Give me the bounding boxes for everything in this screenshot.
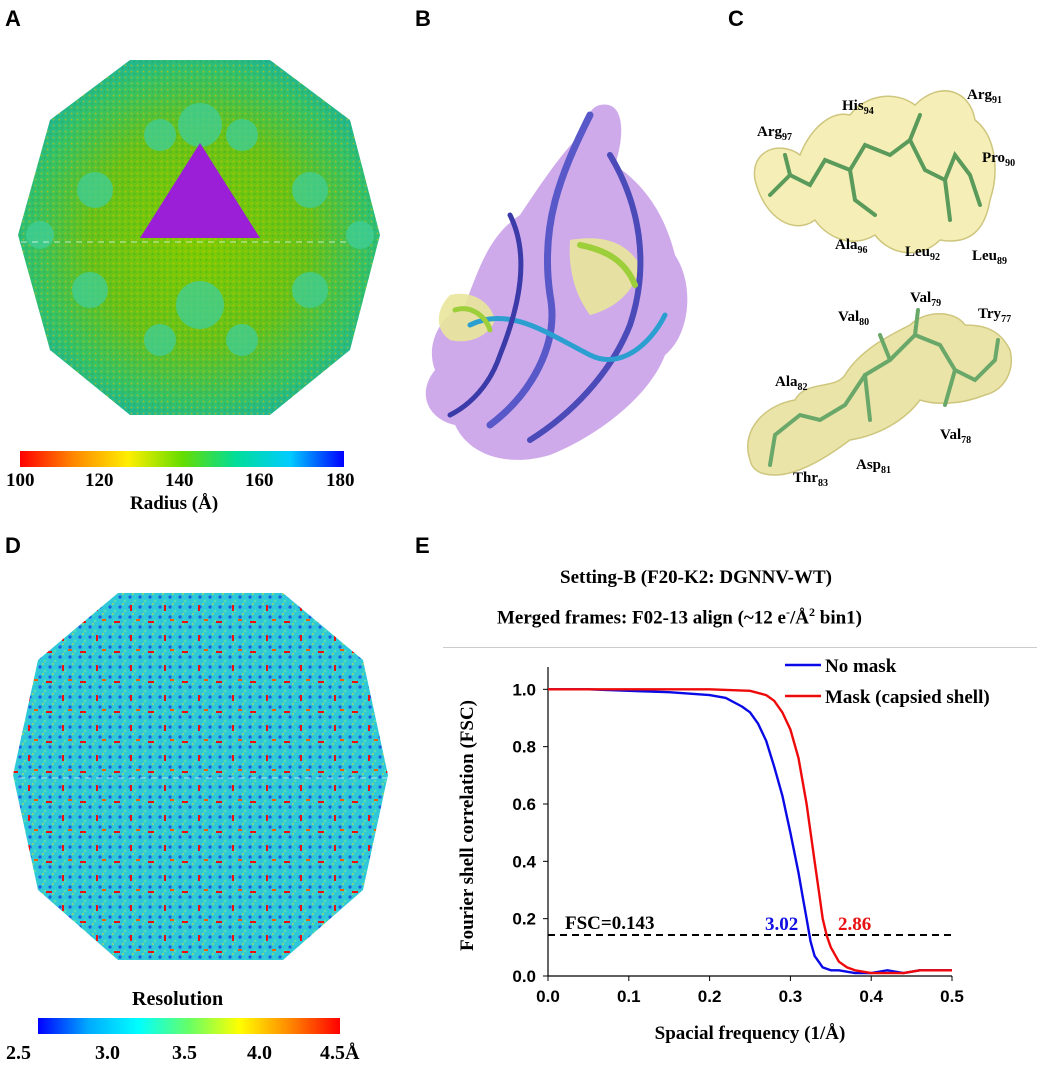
highlight-density <box>438 238 640 342</box>
stick-model-top <box>768 113 982 222</box>
residue-label-val78: Val78 <box>940 427 972 446</box>
residue-label-his94: His94 <box>842 98 874 117</box>
residue-label-val79: Val79 <box>910 290 942 309</box>
x-tick-label: 0.3 <box>779 987 803 1006</box>
density-envelope-top <box>753 90 996 254</box>
mask-curve <box>548 688 952 975</box>
y-tick-label: 0.2 <box>512 910 536 929</box>
radius-colorbar-label: Radius (Å) <box>130 493 219 514</box>
local-resolution-map <box>8 593 393 960</box>
resolution-annotation-no-mask: 3.02 <box>765 914 798 935</box>
panel-label-c: C <box>728 6 744 31</box>
fsc-title-line2: Merged frames: F02-13 align (~12 e-/Å2 b… <box>497 605 862 629</box>
resolution-colorbar <box>38 1018 340 1034</box>
x-axis-label: Spacial frequency (1/Å) <box>655 1023 846 1044</box>
stick-model-bottom <box>768 308 1000 467</box>
resolution-tick-3-5: 3.5 <box>172 1042 197 1064</box>
resolution-tick-4-0: 4.0 <box>247 1042 272 1064</box>
panel-label-b: B <box>415 6 431 31</box>
panel-label-e: E <box>415 533 430 558</box>
title-divider <box>443 647 1037 648</box>
residue-label-ala96: Ala96 <box>835 237 868 256</box>
y-tick-label: 0.6 <box>512 795 536 814</box>
radius-tick-160: 160 <box>245 470 274 491</box>
resolution-tick-3-0: 3.0 <box>95 1042 120 1064</box>
x-tick-label: 0.1 <box>617 987 641 1006</box>
y-tick-label: 0.8 <box>512 738 536 757</box>
residue-label-leu92: Leu92 <box>905 244 941 263</box>
residue-label-arg91: Arg91 <box>967 87 1002 106</box>
fsc-threshold-label: FSC=0.143 <box>565 913 654 934</box>
resolution-annotation-mask: 2.86 <box>838 914 871 935</box>
residue-label-val80: Val80 <box>838 309 870 328</box>
residue-density-views <box>747 90 1012 476</box>
radius-tick-120: 120 <box>85 470 114 491</box>
residue-label-try77: Try77 <box>978 306 1012 325</box>
resolution-tick-2-5: 2.5 <box>6 1042 31 1064</box>
fsc-title-line1: Setting-B (F20-K2: DGNNV-WT) <box>560 567 832 588</box>
radius-colorbar <box>20 451 344 467</box>
residue-label-leu89: Leu89 <box>972 248 1008 267</box>
subunit-density-ribbon <box>425 104 688 460</box>
capsid-protrusions <box>26 103 374 356</box>
resolution-title: Resolution <box>132 988 224 1010</box>
fsc-chart: 0.0 0.2 0.4 0.6 0.8 1.0 0.0 0.1 0.2 0.3 0.4 0.5 Spac… <box>457 656 990 1044</box>
residue-label-thr83: Thr83 <box>793 470 829 489</box>
legend-mask-label: Mask (capsied shell) <box>825 687 990 708</box>
panel-label-d: D <box>5 533 21 558</box>
x-tick-label: 0.5 <box>940 987 964 1006</box>
y-tick-label: 0.0 <box>512 967 536 986</box>
fsc-curves <box>548 663 952 975</box>
backbone-ribbons <box>447 111 668 443</box>
x-tick-label: 0.0 <box>536 987 560 1006</box>
x-tick-label: 0.2 <box>698 987 722 1006</box>
panel-label-a: A <box>5 6 21 31</box>
residue-label-asp81: Asp81 <box>856 457 892 476</box>
y-tick-label: 0.4 <box>512 852 536 871</box>
y-axis-label: Fourier shell correlation (FSC) <box>457 700 478 951</box>
residue-label-ala82: Ala82 <box>775 374 808 393</box>
resolution-hotspots <box>13 593 388 960</box>
radius-tick-180: 180 <box>326 470 355 491</box>
resolution-tick-4-5: 4.5Å <box>320 1042 360 1064</box>
y-tick-label: 1.0 <box>512 680 536 699</box>
x-tick-label: 0.4 <box>859 987 883 1006</box>
residue-label-pro90: Pro90 <box>982 150 1016 169</box>
residue-label-arg97: Arg97 <box>757 124 792 143</box>
capsid-radius-map <box>10 60 380 415</box>
legend-no-mask-label: No mask <box>825 656 897 677</box>
fsc-axes <box>543 667 953 981</box>
fsc-text: 0.0 0.2 0.4 0.6 0.8 1.0 0.0 0.1 0.2 0.3 0.4 0.5 Spac… <box>457 656 990 1044</box>
radius-tick-140: 140 <box>165 470 194 491</box>
asymmetric-unit-triangle <box>140 143 260 238</box>
radius-tick-100: 100 <box>6 470 35 491</box>
